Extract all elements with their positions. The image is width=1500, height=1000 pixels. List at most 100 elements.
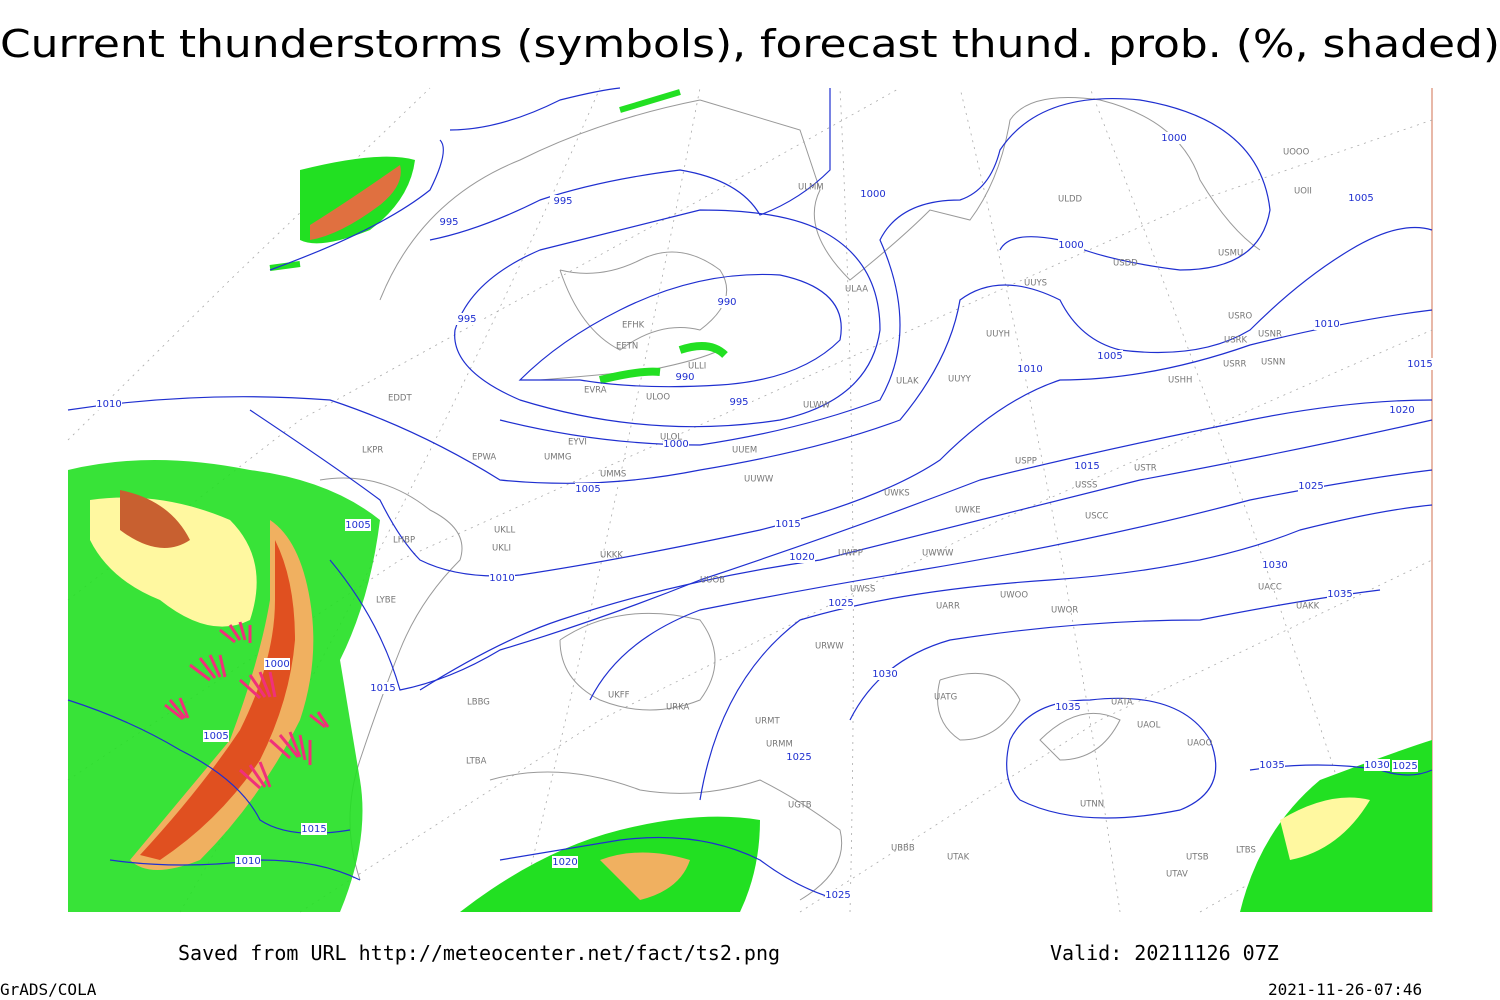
station-code: UKFF	[608, 691, 630, 701]
isobar-label-bg	[235, 855, 261, 867]
station-code: UATG	[934, 693, 957, 703]
station-code: EDDT	[388, 394, 412, 404]
isobar-label-bg	[828, 597, 854, 609]
isobar-label-bg	[726, 396, 752, 408]
isobar-label-bg	[1314, 318, 1340, 330]
isobar-label-bg	[1017, 363, 1043, 375]
station-code: USPP	[1015, 457, 1037, 467]
station-code: USNR	[1258, 330, 1282, 340]
isobar-label-bg	[264, 658, 290, 670]
isobar-label: 1035	[1259, 760, 1284, 771]
map-title: Current thunderstorms (symbols), forecas…	[0, 22, 1500, 66]
isobar-label: 1025	[828, 598, 853, 609]
isobar-label-bg	[789, 551, 815, 563]
station-code: USMU	[1218, 249, 1243, 259]
station-code: UTAK	[947, 853, 970, 863]
isobar-label-bg	[96, 398, 122, 410]
station-code: EPWA	[472, 453, 496, 463]
render-timestamp: 2021-11-26-07:46	[1268, 980, 1422, 999]
isobar-label-bg	[1074, 460, 1100, 472]
station-code: LKPR	[362, 446, 383, 456]
isobar-label-bg	[1327, 588, 1353, 600]
isobar-label-bg	[454, 313, 480, 325]
isobar-label: 995	[457, 314, 476, 325]
isobar-label: 1005	[1348, 193, 1373, 204]
isobar-label-bg	[1097, 350, 1123, 362]
isobar-label: 1010	[235, 856, 260, 867]
station-code: URKA	[666, 703, 690, 713]
source-url: Saved from URL http://meteocenter.net/fa…	[178, 941, 780, 965]
station-code: USRO	[1228, 312, 1253, 322]
isobar-label-bg	[1055, 701, 1081, 713]
isobar-label-bg	[345, 519, 371, 531]
isobar-label: 1035	[1327, 589, 1352, 600]
isobar-label: 1020	[552, 857, 577, 868]
coastlines	[319, 97, 1261, 901]
isobar-label-bg	[1058, 239, 1084, 251]
station-code: UAOO	[1187, 739, 1213, 749]
station-code: UKKK	[600, 551, 623, 561]
isobar-label: 1030	[1364, 760, 1389, 771]
isobar-label: 990	[717, 297, 736, 308]
isobar-label: 1000	[1058, 240, 1083, 251]
station-labels: ULMM ULDD USDD USMU UOOO UOII ULAA EFHK EETN ULLI…	[362, 148, 1320, 880]
isobar-label: 1005	[345, 520, 370, 531]
isobar-label-bg	[1407, 358, 1433, 370]
station-code: EYVI	[568, 438, 587, 448]
isobar-label: 1010	[96, 399, 121, 410]
isobar-label-bg	[1389, 404, 1415, 416]
station-code: ULOL	[660, 433, 682, 443]
isobar-label-bg	[1298, 480, 1324, 492]
station-code: UOOO	[1283, 148, 1310, 158]
station-code: UAKK	[1296, 602, 1320, 612]
isobar-label: 1000	[264, 659, 289, 670]
station-code: ULDD	[1058, 195, 1083, 205]
station-code: ULWW	[803, 401, 831, 411]
isobar-label-bg	[825, 889, 851, 901]
isobar-label-bg	[663, 438, 689, 450]
station-code: UWOR	[1051, 606, 1078, 616]
valid-time: Valid: 20211126 07Z	[1050, 941, 1279, 965]
station-code: EFHK	[622, 321, 645, 331]
isobar-label-bg	[550, 195, 576, 207]
isobar-label: 1015	[370, 683, 395, 694]
isobar-label: 1020	[789, 552, 814, 563]
isobar-label: 995	[553, 196, 572, 207]
station-code: UWPP	[838, 549, 863, 559]
isobar-label: 1000	[860, 189, 885, 200]
station-code: ULAA	[845, 285, 868, 295]
station-code: UKLL	[494, 526, 516, 536]
isobar-label-bg	[370, 682, 396, 694]
isobar-label-bg	[1348, 192, 1374, 204]
station-code: UWKE	[955, 506, 981, 516]
station-code: USRR	[1223, 360, 1247, 370]
station-code: UUYY	[948, 375, 972, 385]
isobar-label-bg	[552, 856, 578, 868]
isobar-label: 1010	[1017, 364, 1042, 375]
station-code: UGTB	[788, 801, 812, 811]
station-code: UTNN	[1080, 800, 1104, 810]
isobar-label-bg	[1161, 132, 1187, 144]
station-code: URMT	[755, 717, 780, 727]
isobar-label: 1030	[872, 669, 897, 680]
isobar-label: 1010	[1314, 319, 1339, 330]
isobar-label-bg	[860, 188, 886, 200]
station-code: UARR	[936, 602, 960, 612]
isobar-label: 1015	[1407, 359, 1432, 370]
isobar-label-bg	[575, 483, 601, 495]
station-code: LTBS	[1236, 846, 1256, 856]
station-code: UOII	[1294, 187, 1312, 197]
isobar-label: 1000	[663, 439, 688, 450]
isobar-label: 995	[439, 217, 458, 228]
software-credit: GrADS/COLA	[0, 980, 97, 999]
isobar-label: 1025	[825, 890, 850, 901]
station-code: USDD	[1113, 259, 1138, 269]
isobar-label: 1025	[1392, 761, 1417, 772]
station-code: UATA	[1111, 698, 1133, 708]
station-code: UUEM	[732, 446, 757, 456]
station-code: UTAV	[1166, 870, 1188, 880]
station-code: ULMM	[798, 183, 824, 193]
isobar-label: 1005	[1097, 351, 1122, 362]
station-code: UWWW	[922, 549, 954, 559]
station-code: UBBB	[891, 844, 915, 854]
